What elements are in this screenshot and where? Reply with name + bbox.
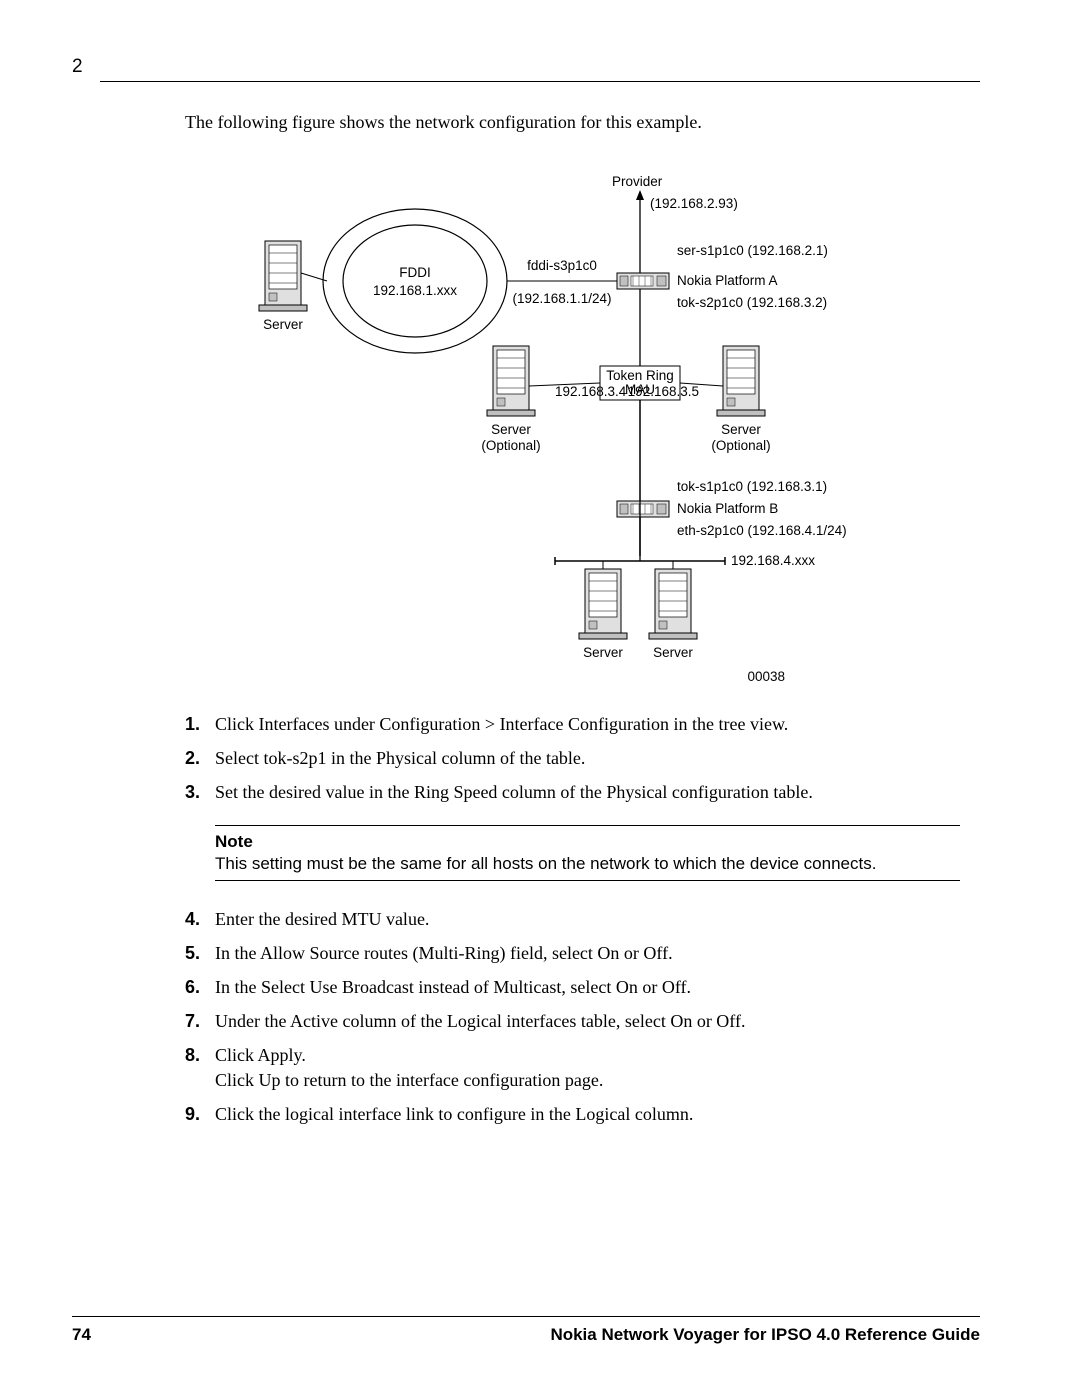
diagram-label: Provider xyxy=(612,174,663,189)
diagram-label: Server xyxy=(491,422,531,437)
diagram-label: eth-s2p1c0 (192.168.4.1/24) xyxy=(677,523,847,538)
note-heading: Note xyxy=(215,832,960,852)
step-number: 1. xyxy=(185,714,215,735)
diagram-label: Server xyxy=(583,645,623,660)
diagram-label: 192.168.4.xxx xyxy=(731,553,815,568)
diagram-label: Server xyxy=(721,422,761,437)
header-rule xyxy=(100,81,980,82)
step-text: Enter the desired MTU value. xyxy=(215,909,980,930)
diagram-label: 00038 xyxy=(747,669,785,684)
step-number: 9. xyxy=(185,1104,215,1125)
note-body: This setting must be the same for all ho… xyxy=(215,854,960,874)
step-text: In the Allow Source routes (Multi-Ring) … xyxy=(215,943,980,964)
step-text: Under the Active column of the Logical i… xyxy=(215,1011,980,1032)
step-number: 8. xyxy=(185,1045,215,1066)
step-list-cont: 4.Enter the desired MTU value. 5.In the … xyxy=(185,909,980,1125)
step-text: Select tok-s2p1 in the Physical column o… xyxy=(215,748,980,769)
step-number: 5. xyxy=(185,943,215,964)
step-number: 7. xyxy=(185,1011,215,1032)
diagram-label: (Optional) xyxy=(711,438,770,453)
diagram-label: (192.168.2.93) xyxy=(650,196,738,211)
footer-rule xyxy=(72,1316,980,1317)
diagram-label: (Optional) xyxy=(481,438,540,453)
step-text-cont: Click Up to return to the interface conf… xyxy=(215,1070,980,1091)
diagram-label: Nokia Platform A xyxy=(677,273,778,288)
diagram-label: ser-s1p1c0 (192.168.2.1) xyxy=(677,243,828,258)
intro-paragraph: The following figure shows the network c… xyxy=(185,112,980,133)
diagram-label: 192.168.3.5 xyxy=(628,384,699,399)
step-text: Click the logical interface link to conf… xyxy=(215,1104,980,1125)
chapter-number: 2 xyxy=(72,56,83,78)
step-number: 3. xyxy=(185,782,215,803)
step-list: 1.Click Interfaces under Configuration >… xyxy=(185,714,980,803)
diagram-label: Nokia Platform B xyxy=(677,501,778,516)
step-text: Click Interfaces under Configuration > I… xyxy=(215,714,980,735)
diagram-label: FDDI xyxy=(399,265,431,280)
diagram-label: Server xyxy=(653,645,693,660)
diagram-label: 192.168.3.4 xyxy=(555,384,627,399)
step-number: 4. xyxy=(185,909,215,930)
diagram-label: fddi-s3p1c0 xyxy=(527,258,597,273)
page-number: 74 xyxy=(72,1325,91,1345)
diagram-label: tok-s1p1c0 (192.168.3.1) xyxy=(677,479,827,494)
step-text: Click Apply. xyxy=(215,1045,980,1066)
diagram-label: Server xyxy=(263,317,303,332)
diagram-label: 192.168.1.xxx xyxy=(373,283,457,298)
step-text: In the Select Use Broadcast instead of M… xyxy=(215,977,980,998)
note-box: Note This setting must be the same for a… xyxy=(215,825,960,881)
step-number: 6. xyxy=(185,977,215,998)
network-diagram: Provider (192.168.2.93) FDDI 192.168.1.xxx S… xyxy=(185,151,945,696)
doc-title: Nokia Network Voyager for IPSO 4.0 Refer… xyxy=(550,1325,980,1345)
diagram-label: tok-s2p1c0 (192.168.3.2) xyxy=(677,295,827,310)
step-text: Set the desired value in the Ring Speed … xyxy=(215,782,980,803)
diagram-label: Token Ring xyxy=(606,368,674,383)
diagram-label: (192.168.1.1/24) xyxy=(512,291,611,306)
step-number: 2. xyxy=(185,748,215,769)
